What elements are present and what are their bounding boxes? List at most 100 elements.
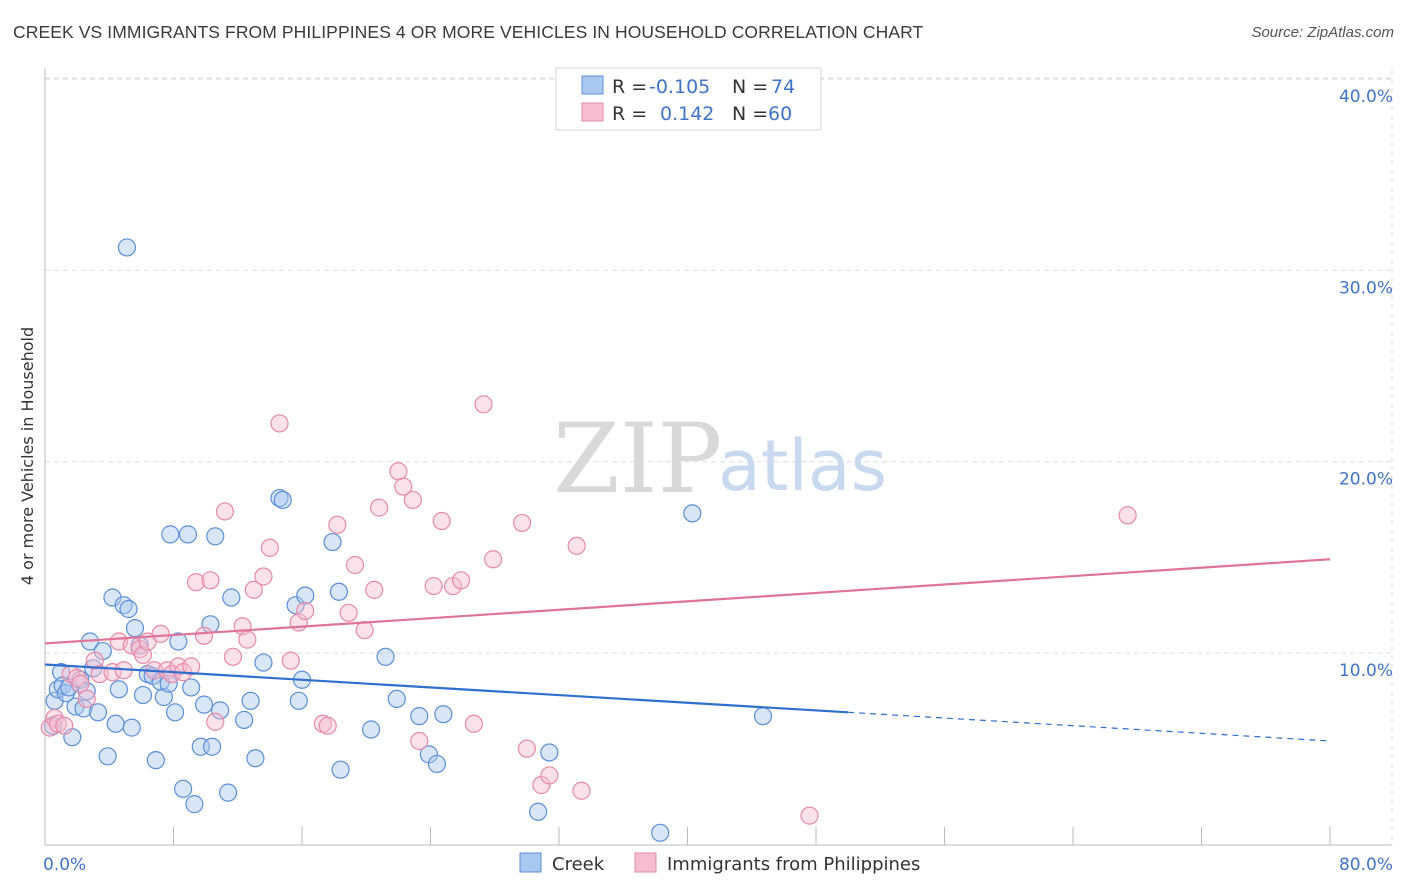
philippines-point [394, 477, 413, 496]
philippines-point [186, 573, 206, 592]
creek-point [88, 703, 108, 722]
creek-point [331, 760, 350, 779]
creek-point [235, 710, 254, 730]
philippines-point [567, 536, 586, 555]
creek-point [254, 653, 273, 672]
philippines-point [424, 576, 443, 596]
top-legend: R = -0.105 N = 74 R = 0.142 N = 60 [555, 67, 822, 131]
creek-point [540, 743, 559, 762]
creek-points [43, 238, 773, 842]
creek-point [651, 823, 670, 842]
creek-trend-extension [848, 711, 1331, 742]
watermark-atlas: atlas [718, 425, 887, 507]
creek-point [273, 490, 292, 510]
bottom-legend-creek-label: Creek [552, 854, 605, 875]
creek-point [161, 525, 180, 544]
philippines-point [206, 712, 225, 731]
creek-point [154, 687, 173, 707]
philippines-point [254, 567, 273, 586]
philippines-point [451, 571, 471, 590]
creek-point [296, 586, 315, 605]
philippines-point [389, 462, 408, 481]
trend-lines [44, 558, 1331, 742]
creek-point [434, 705, 453, 724]
philippines-point [215, 502, 234, 521]
legend-phil-n-value: 60 [768, 103, 792, 125]
philippines-point [55, 716, 74, 735]
creek-point [71, 670, 90, 689]
philippines-point [244, 580, 263, 599]
legend-creek-n-value: 74 [771, 76, 795, 98]
creek-point [109, 680, 128, 699]
creek-point [117, 238, 137, 257]
creek-point [122, 718, 141, 737]
y-tick-label: 10.0% [1339, 661, 1393, 681]
bottom-legend-creek-swatch [519, 852, 542, 873]
philippines-point [328, 515, 347, 534]
philippines-point [182, 657, 201, 676]
chart-title: CREEK VS IMMIGRANTS FROM PHILIPPINES 4 O… [13, 22, 924, 42]
creek-point [753, 707, 773, 726]
creek-point [270, 488, 289, 508]
philippines-point [223, 647, 243, 666]
philippines-point [339, 603, 358, 622]
philippines-point [432, 511, 451, 531]
bottom-legend-phil-label: Immigrants from Philippines [667, 854, 920, 875]
creek-point [222, 588, 241, 607]
philippines-point [85, 651, 104, 670]
creek-point [166, 703, 185, 722]
philippines-point [365, 580, 384, 599]
bottom-legend: Creek Immigrants from Philippines [519, 852, 920, 875]
philippines-point [1118, 506, 1137, 525]
philippines-point [194, 626, 214, 645]
legend-phil-n-label: N = [732, 103, 768, 125]
philippines-point [410, 731, 429, 751]
creek-point [106, 714, 125, 733]
creek-point [174, 779, 193, 798]
philippines-point [151, 624, 170, 643]
y-tick-label: 20.0% [1339, 470, 1393, 490]
y-tick-label: 30.0% [1339, 278, 1393, 298]
philippines-point [270, 414, 289, 433]
creek-point [206, 527, 225, 546]
y-axis-label: 4 or more Vehicles in Household [18, 327, 37, 585]
philippines-point [281, 651, 300, 670]
creek-point [427, 754, 447, 774]
creek-point [194, 695, 214, 714]
philippines-point [800, 806, 819, 825]
creek-point [125, 619, 145, 638]
axis-layer [44, 68, 1392, 846]
philippines-point [201, 571, 220, 590]
philippines-point [48, 714, 67, 733]
y-tick-label: 40.0% [1339, 87, 1393, 107]
legend-creek-n-label: N = [732, 76, 768, 98]
watermark-zip: ZIP [553, 403, 722, 515]
philippines-point [345, 555, 365, 575]
creek-point [185, 795, 204, 814]
creek-point [74, 699, 93, 718]
philippines-point [370, 498, 389, 517]
x-tick-label: 80.0% [1339, 855, 1393, 875]
philippines-point [260, 538, 279, 557]
creek-point [286, 596, 305, 615]
creek-point [146, 751, 165, 770]
philippines-trend-line [44, 558, 1331, 645]
philippines-point [68, 668, 87, 687]
philippines-point [474, 395, 493, 414]
creek-point [376, 647, 395, 666]
creek-point [56, 684, 75, 703]
philippines-point [296, 601, 315, 621]
x-tick-label: 0.0% [43, 855, 86, 875]
philippines-point [133, 645, 153, 665]
creek-trend-line [44, 663, 849, 714]
philippines-point [318, 716, 337, 735]
creek-point [529, 802, 548, 821]
philippines-point [512, 513, 532, 533]
creek-point [410, 707, 429, 726]
creek-point [133, 685, 153, 705]
creek-point [119, 599, 138, 619]
legend-phil-swatch [581, 102, 604, 122]
creek-point [289, 691, 308, 710]
tick-labels: 10.0% 20.0% 30.0% 40.0% 0.0% 80.0% [43, 87, 1393, 875]
